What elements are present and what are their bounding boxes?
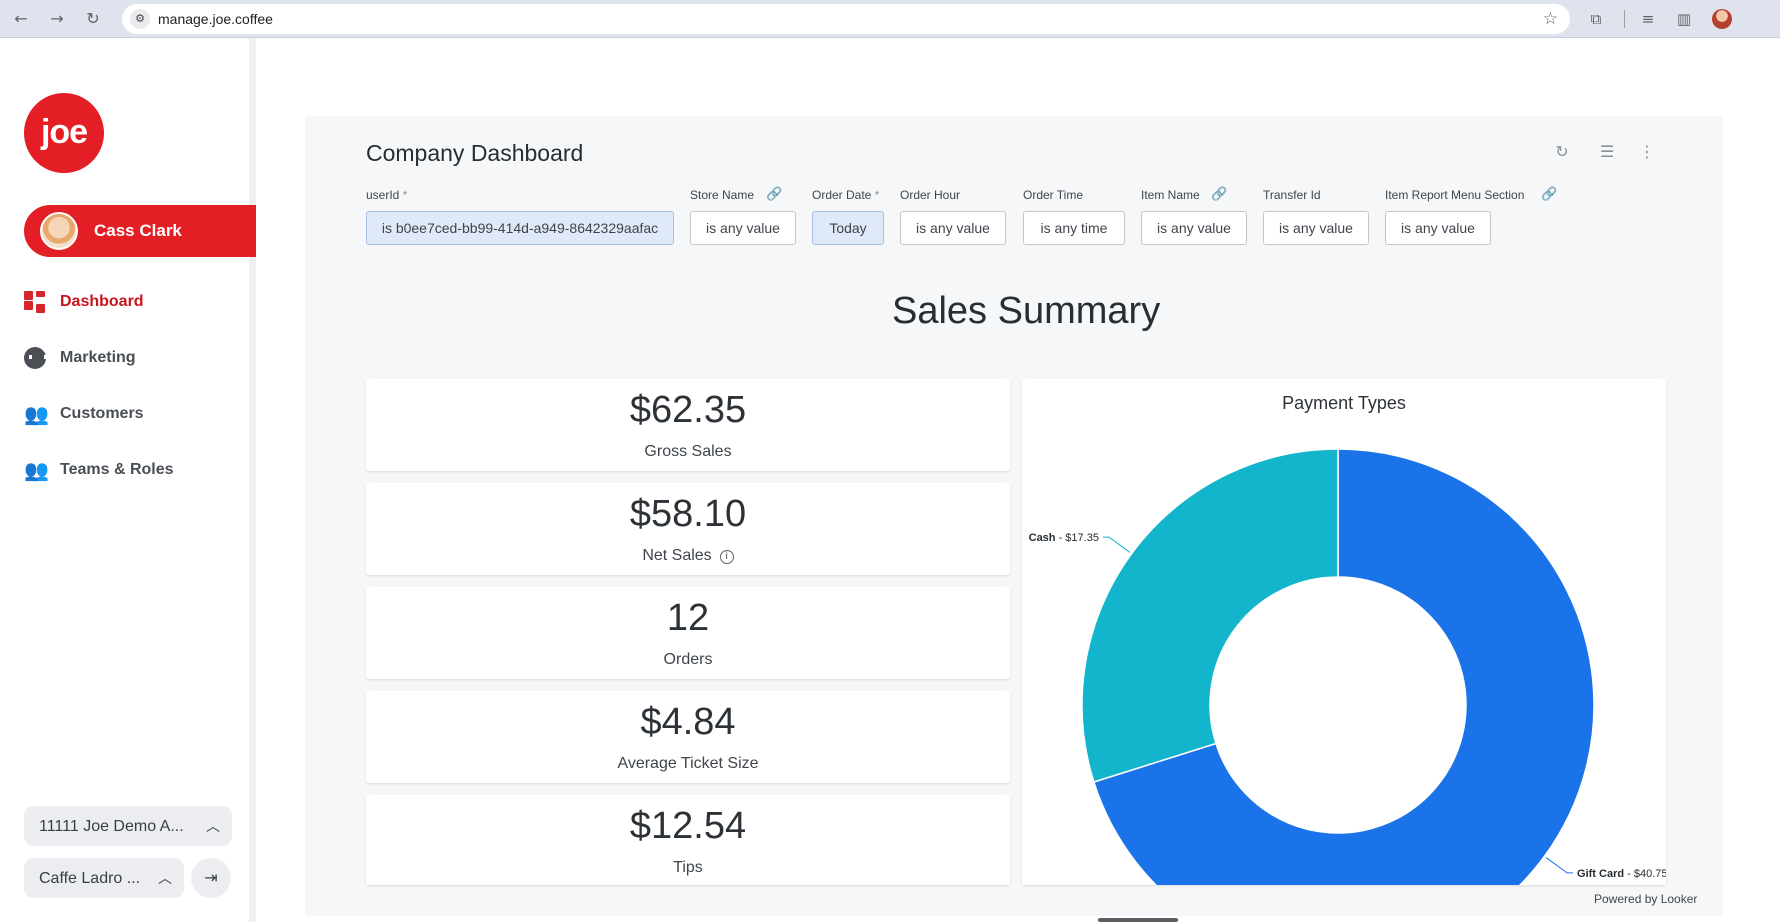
kpi-value: 12 — [666, 597, 710, 639]
section-title: Sales Summary — [892, 290, 1161, 332]
sidebar-item-teams-roles[interactable]: 👥 Teams & Roles — [24, 454, 244, 486]
scrollbar[interactable] — [1098, 918, 1178, 922]
more-options-icon[interactable]: ⋮ — [1639, 142, 1655, 161]
filter-order-date-input[interactable]: Today — [812, 211, 884, 245]
kpi-value: $58.10 — [629, 493, 747, 535]
refresh-icon[interactable]: ↻ — [1555, 142, 1569, 161]
sidebar-item-label: Customers — [60, 405, 144, 422]
filter-item-report-menu-section-input[interactable]: is any value — [1385, 211, 1491, 245]
reload-icon[interactable]: ↻ — [86, 9, 100, 28]
required-marker: * — [874, 188, 880, 202]
filter-transfer-id-input[interactable]: is any value — [1263, 211, 1369, 245]
pie-leader-line — [1102, 536, 1131, 553]
filter-label: userId — [366, 188, 400, 202]
company-select-value: 11111 Joe Demo A... — [39, 818, 184, 835]
side-panel-icon[interactable]: ▥ — [1676, 10, 1692, 28]
url-text[interactable]: manage.joe.coffee — [158, 11, 273, 27]
store-select-value: Caffe Ladro ... — [39, 870, 141, 887]
powered-by-text: Powered by — [1594, 892, 1661, 906]
kpi-label: Gross Sales — [644, 443, 732, 460]
back-icon[interactable]: ← — [14, 9, 28, 28]
page-title: Company Dashboard — [366, 140, 584, 166]
payment-types-chart: Payment Types Gift Card - $40.75 Cash - $… — [1022, 379, 1666, 885]
pie-leader-line — [1545, 857, 1574, 874]
kpi-value: $12.54 — [629, 805, 747, 847]
filter-userid-input[interactable]: is b0ee7ced-bb99-414d-a949-8642329aafac — [366, 211, 674, 245]
chevron-up-icon: ︿ — [206, 819, 220, 835]
link-icon[interactable]: 🔗 — [766, 187, 783, 202]
store-select[interactable]: Caffe Ladro ... ︿ — [24, 858, 184, 898]
forward-icon[interactable]: → — [50, 9, 64, 28]
profile-avatar-icon[interactable] — [1712, 9, 1732, 29]
filter-label: Order Hour — [900, 188, 961, 202]
filter-store-name-input[interactable]: is any value — [690, 211, 796, 245]
kpi-label: Tips — [673, 859, 703, 876]
filter-icon[interactable]: ☰ — [1599, 142, 1615, 161]
media-control-icon[interactable]: ≡ — [1641, 10, 1655, 28]
company-select[interactable]: 11111 Joe Demo A... ︿ — [24, 806, 232, 846]
sidebar-item-label: Dashboard — [60, 293, 144, 310]
sidebar-item-dashboard[interactable]: Dashboard — [24, 286, 244, 318]
kpi-value: $62.35 — [629, 389, 747, 431]
filter-order-time-input[interactable]: is any time — [1023, 211, 1125, 245]
donut-chart: Gift Card - $40.75 Cash - $17.35 — [1029, 448, 1666, 885]
user-profile-button[interactable]: Cass Clark — [24, 205, 256, 257]
sidebar: joe Cass Clark Dashboard Marketing 👥 Cus… — [0, 38, 256, 922]
filter-label: Transfer Id — [1263, 188, 1321, 202]
sidebar-item-label: Teams & Roles — [60, 461, 174, 478]
link-icon[interactable]: 🔗 — [1541, 187, 1558, 202]
sidebar-item-customers[interactable]: 👥 Customers — [24, 398, 244, 430]
pie-data-label: Cash - $17.35 — [1029, 532, 1099, 544]
teams-icon: 👥 — [24, 458, 49, 482]
user-name: Cass Clark — [94, 221, 182, 240]
address-bar[interactable]: ⚙ manage.joe.coffee ☆ — [122, 4, 1570, 34]
filter-label: Order Date — [812, 188, 872, 202]
pie-data-label: Gift Card - $40.75 — [1577, 868, 1666, 880]
logout-icon[interactable]: ⇥ — [191, 858, 231, 898]
site-settings-icon[interactable]: ⚙ — [130, 9, 150, 29]
filter-order-hour-input[interactable]: is any value — [900, 211, 1006, 245]
kpi-label: Net Sales — [642, 547, 712, 564]
kpi-orders: 12 Orders — [366, 587, 1010, 679]
user-avatar — [40, 212, 78, 250]
kpi-tips: $12.54 Tips — [366, 795, 1010, 885]
filter-label: Item Report Menu Section — [1385, 188, 1525, 202]
chart-title: Payment Types — [1282, 393, 1406, 413]
browser-toolbar: ← → ↻ ⚙ manage.joe.coffee ☆ ⧉ ≡ ▥ — [0, 0, 1780, 38]
kpi-value: $4.84 — [640, 701, 736, 743]
kpi-gross-sales: $62.35 Gross Sales — [366, 379, 1010, 471]
kpi-net-sales: $58.10 Net Sales i — [366, 483, 1010, 575]
filter-label: Order Time — [1023, 188, 1084, 202]
extensions-icon[interactable]: ⧉ — [1590, 10, 1602, 28]
marketing-icon — [24, 347, 47, 369]
kpi-label: Orders — [663, 651, 713, 668]
filter-item-name-input[interactable]: is any value — [1141, 211, 1247, 245]
kpi-average-ticket-size: $4.84 Average Ticket Size — [366, 691, 1010, 783]
looker-brand: Looker — [1660, 892, 1698, 906]
chevron-up-icon: ︿ — [158, 871, 172, 887]
pie-slice-cash[interactable] — [1081, 448, 1339, 783]
pie-slice-gift-card[interactable] — [1092, 448, 1595, 885]
required-marker: * — [402, 188, 408, 202]
kpi-label: Average Ticket Size — [617, 755, 759, 772]
sidebar-item-marketing[interactable]: Marketing — [24, 342, 244, 374]
joe-logo[interactable]: joe — [24, 93, 104, 173]
link-icon[interactable]: 🔗 — [1211, 187, 1228, 202]
toolbar-divider — [1624, 10, 1625, 28]
sidebar-item-label: Marketing — [60, 349, 136, 366]
filter-label: Item Name — [1141, 188, 1200, 202]
info-icon[interactable]: i — [719, 550, 734, 564]
dashboard-grid-icon — [24, 291, 46, 313]
bookmark-star-icon[interactable]: ☆ — [1542, 9, 1558, 29]
customers-icon: 👥 — [24, 402, 49, 426]
filter-label: Store Name — [690, 188, 755, 202]
